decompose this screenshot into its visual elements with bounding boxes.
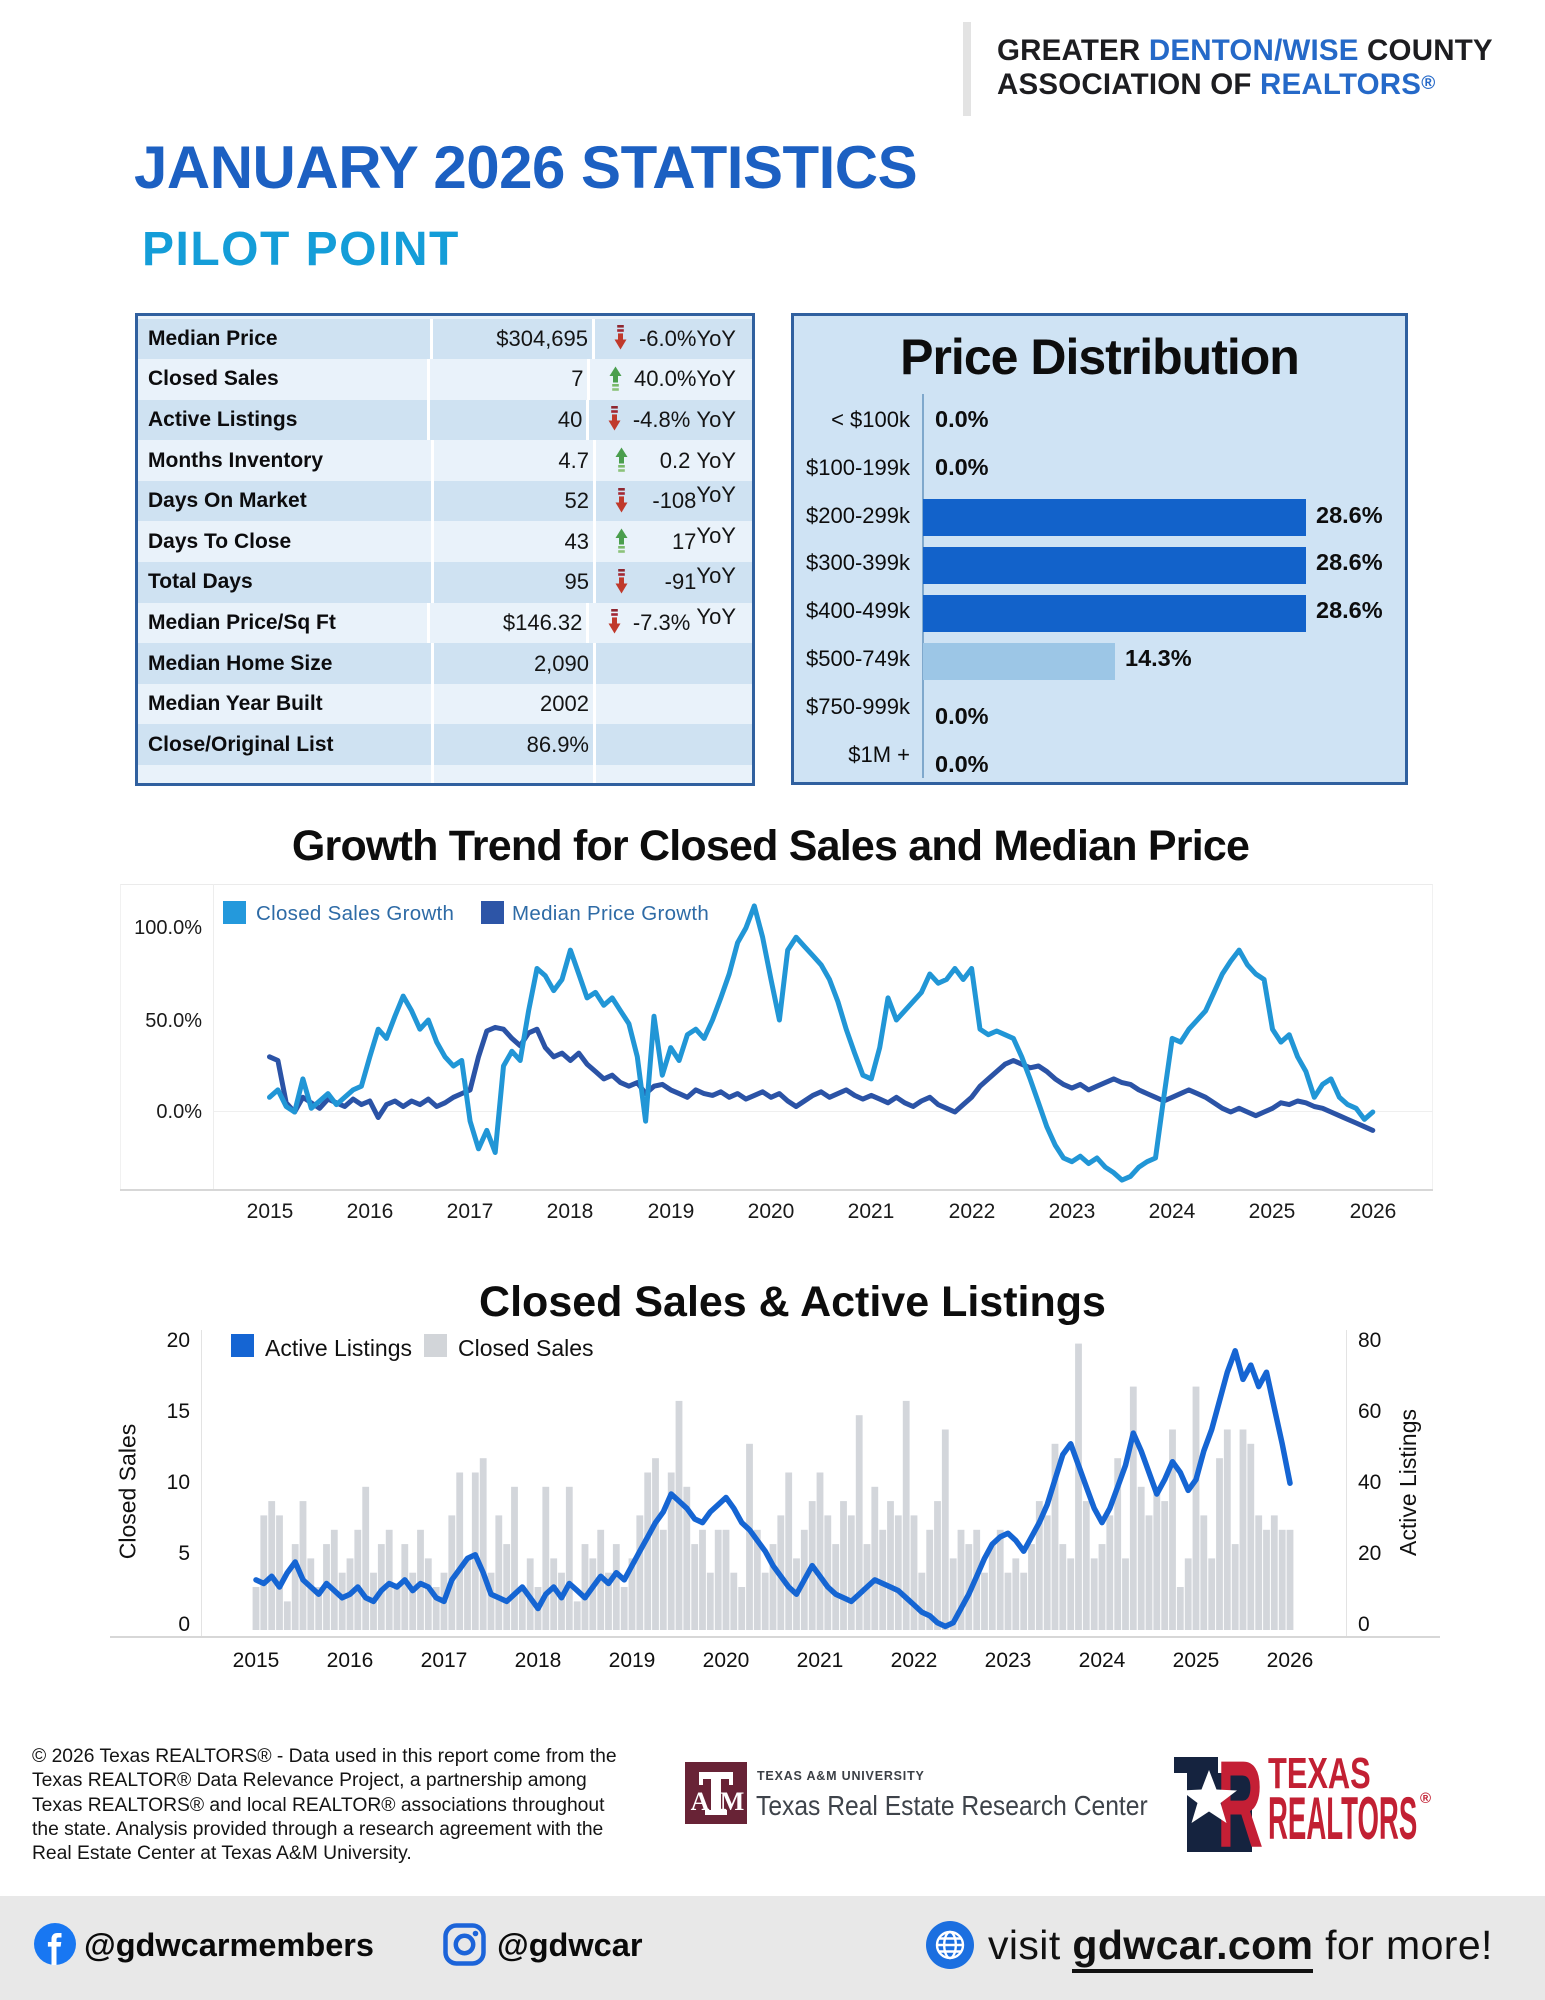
- svg-text:A: A: [691, 1787, 710, 1816]
- svg-text:R: R: [1217, 1755, 1263, 1855]
